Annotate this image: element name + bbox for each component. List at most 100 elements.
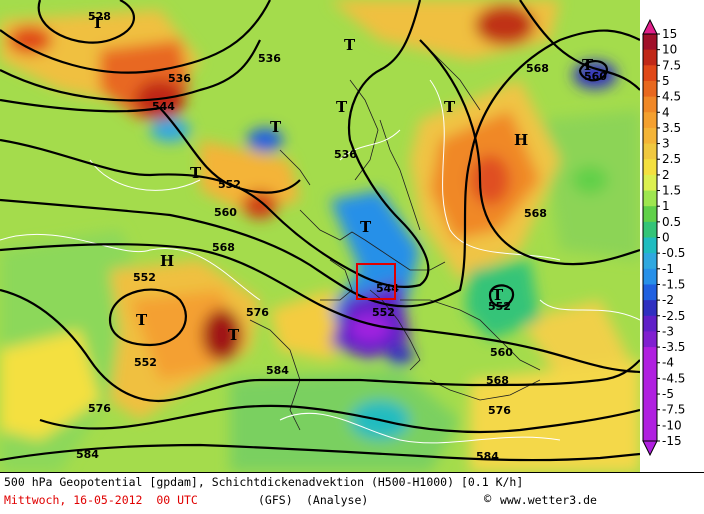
legend-band (643, 409, 657, 426)
contour-label: 576 (88, 402, 111, 415)
legend-band (643, 159, 657, 176)
color-legend: 15 10 7.5 5 4.5 4 3.5 3 2.5 2 1.5 1 0.5 0 -0.5 -1 -1.5 -2… (640, 0, 704, 472)
website-link[interactable]: www.wetter3.de (500, 493, 597, 507)
low-center-label: T (444, 98, 456, 116)
legend-tick-label: 2 (662, 168, 670, 182)
legend-bands (642, 18, 658, 457)
legend-svg: 15 107.5 5 4.54 3.5 32.5 2 1.51 0.5 0-0.5 -1-1.5 -2… (642, 18, 685, 457)
legend-band (643, 96, 657, 113)
legend-band (643, 80, 657, 98)
legend-band (643, 49, 657, 66)
legend-tick-label: -3.5 (662, 340, 685, 354)
contour-label: 536 (168, 72, 191, 85)
contour-label: 528 (88, 10, 111, 23)
legend-band (643, 284, 657, 301)
zero-lines (0, 79, 640, 444)
high-center-label: H (514, 131, 528, 149)
high-center-label: H (160, 252, 174, 270)
contour-label: 544 (152, 100, 175, 113)
low-center-label: T (92, 14, 104, 32)
contour-label: 536 (258, 52, 281, 65)
legend-tick-label: -4.5 (662, 371, 685, 385)
legend-band (643, 127, 657, 145)
contour-label: 584 (76, 448, 99, 461)
legend-tick-label: -15 (662, 434, 682, 448)
legend-tick-label: -3 (662, 324, 674, 338)
advection-field (0, 0, 640, 472)
legend-band (643, 34, 657, 51)
legend-tick-label: 2.5 (662, 152, 681, 166)
contour-label: 568 (486, 374, 509, 387)
legend-tick-label: 0 (662, 231, 670, 245)
low-center-label: T (228, 326, 240, 344)
legend-tick-label: 0.5 (662, 215, 681, 229)
legend-band (643, 174, 657, 192)
low-center-label: T (344, 36, 356, 54)
low-center-label: T (270, 118, 282, 136)
low-center-label: T (492, 286, 504, 304)
map-footer: 500 hPa Geopotential [gpdam], Schichtdic… (0, 472, 704, 514)
legend-tick-label: -7.5 (662, 403, 685, 417)
low-center-label: T (582, 56, 594, 74)
contour-label: 544 (376, 282, 399, 295)
contour-label: 568 (212, 241, 235, 254)
weather-map: 528 536 536 544 552 552 552 560 568 568 … (0, 0, 640, 472)
contour-label: 552 (488, 300, 511, 313)
contour-label: 584 (266, 364, 289, 377)
map-svg: 528 536 536 544 552 552 552 560 568 568 … (0, 0, 640, 472)
contour-label: 552 (372, 306, 395, 319)
contour-label: 560 (490, 346, 513, 359)
contour-label: 576 (488, 404, 511, 417)
legend-tick-label: -1.5 (662, 277, 685, 291)
legend-tick-label: 7.5 (662, 58, 681, 72)
contour-label-group: 528 536 536 544 552 552 552 560 568 568 … (76, 10, 607, 463)
legend-band (643, 347, 657, 364)
contour-label: 536 (334, 148, 357, 161)
contour-label: 576 (246, 306, 269, 319)
contour-label: 552 (218, 178, 241, 191)
contour-label: 552 (134, 356, 157, 369)
low-center-label: T (360, 218, 372, 236)
legend-band (643, 378, 657, 395)
map-description: 500 hPa Geopotential [gpdam], Schichtdic… (4, 475, 524, 489)
legend-tick-label: 1 (662, 199, 670, 213)
analysis-label: (Analyse) (306, 493, 369, 507)
low-center-label: T (336, 98, 348, 116)
pressure-centers: T T T T T T T H H T T T T (92, 14, 594, 344)
contour-label: 568 (524, 207, 547, 220)
contour-label: 568 (526, 62, 549, 75)
legend-tick-label: -1 (662, 262, 674, 276)
contour-label: 560 (214, 206, 237, 219)
location-marker-box (356, 263, 396, 300)
legend-band (643, 237, 657, 254)
valid-date: Mittwoch, 16-05-2012 00 UTC (4, 493, 198, 507)
legend-tick-label: 15 (662, 27, 677, 41)
legend-tick-label: -5 (662, 387, 674, 401)
legend-band (643, 425, 657, 442)
legend-arrow-top (642, 18, 658, 35)
geopotential-contours (0, 0, 640, 462)
low-center-label: T (190, 164, 202, 182)
legend-band (643, 190, 657, 207)
legend-band (643, 362, 657, 379)
legend-band (643, 221, 657, 238)
legend-band (643, 143, 657, 160)
legend-arrow-bottom (642, 440, 658, 457)
copyright-icon: © (484, 492, 492, 506)
legend-band (643, 112, 657, 129)
legend-band (643, 300, 657, 317)
legend-tick-label: -2 (662, 293, 674, 307)
legend-tick-label: 3.5 (662, 121, 681, 135)
legend-band (643, 65, 657, 82)
legend-band (643, 268, 657, 285)
legend-tick-label: -0.5 (662, 246, 685, 260)
legend-ticks: 15 107.5 5 4.54 3.5 32.5 2 1.51 0.5 0-0.5 -1-1.5 -2… (657, 27, 685, 448)
contour-label: 560 (584, 70, 607, 83)
legend-tick-label: -10 (662, 418, 682, 432)
legend-tick-label: -4 (662, 356, 674, 370)
legend-tick-label: 5 (662, 74, 670, 88)
legend-tick-label: 3 (662, 137, 670, 151)
legend-tick-label: 1.5 (662, 184, 681, 198)
contour-label: 584 (476, 450, 499, 463)
low-center-label: T (136, 311, 148, 329)
